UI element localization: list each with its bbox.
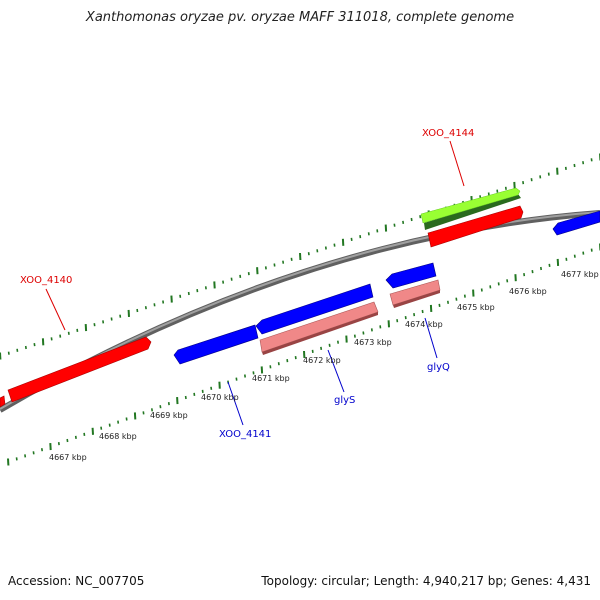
- scale-label: 4672 kbp: [303, 356, 341, 365]
- topology-text: Topology: circular; Length: 4,940,217 bp…: [261, 574, 591, 588]
- cds-arrow-xoo4144-light: [420, 187, 521, 224]
- accession-text: Accession: NC_007705: [8, 574, 145, 588]
- scale-label: 4667 kbp: [49, 453, 87, 462]
- scale-label: 4673 kbp: [354, 338, 392, 347]
- gene-arrow-partial-left[interactable]: [0, 395, 6, 408]
- scale-labels: 4667 kbp 4668 kbp 4669 kbp 4670 kbp 4671 kbp…: [49, 270, 599, 462]
- leader-xoo4141: [227, 381, 244, 426]
- label-xoo4144[interactable]: XOO_4144: [422, 128, 474, 139]
- leader-glys: [327, 349, 345, 393]
- gene-arrow-xoo4140[interactable]: [7, 336, 152, 403]
- scale-label: 4670 kbp: [201, 393, 239, 402]
- leader-glyq: [424, 317, 438, 359]
- scale-label: 4676 kbp: [509, 287, 547, 296]
- gene-arrow-glyq[interactable]: [385, 262, 437, 289]
- scale-label: 4677 kbp: [561, 270, 599, 279]
- scale-label: 4674 kbp: [405, 320, 443, 329]
- gene-arrow-glys-neighbor[interactable]: [255, 283, 374, 335]
- scale-label: 4669 kbp: [150, 411, 188, 420]
- scale-label: 4668 kbp: [99, 432, 137, 441]
- gene-arrow-right-edge[interactable]: [552, 210, 600, 236]
- map-title: Xanthomonas oryzae pv. oryzae MAFF 31101…: [85, 10, 515, 25]
- label-glys[interactable]: glyS: [334, 395, 355, 406]
- label-xoo4141[interactable]: XOO_4141: [219, 429, 271, 440]
- gene-arrow-xoo4144[interactable]: [427, 205, 524, 248]
- scale-label: 4675 kbp: [457, 303, 495, 312]
- scale-label: 4671 kbp: [252, 374, 290, 383]
- leader-xoo4144: [449, 140, 465, 187]
- gene-arrow-glyq-rna-shadow: [393, 290, 440, 308]
- label-glyq[interactable]: glyQ: [427, 362, 450, 373]
- label-xoo4140[interactable]: XOO_4140: [20, 275, 72, 286]
- gene-arrow-glys-shadow: [262, 312, 378, 355]
- leader-xoo4140: [45, 288, 66, 331]
- tick-marks: [0, 153, 600, 466]
- gene-arrow-xoo4141[interactable]: [173, 324, 259, 365]
- cds-arrow-xoo4144-dark: [424, 194, 521, 230]
